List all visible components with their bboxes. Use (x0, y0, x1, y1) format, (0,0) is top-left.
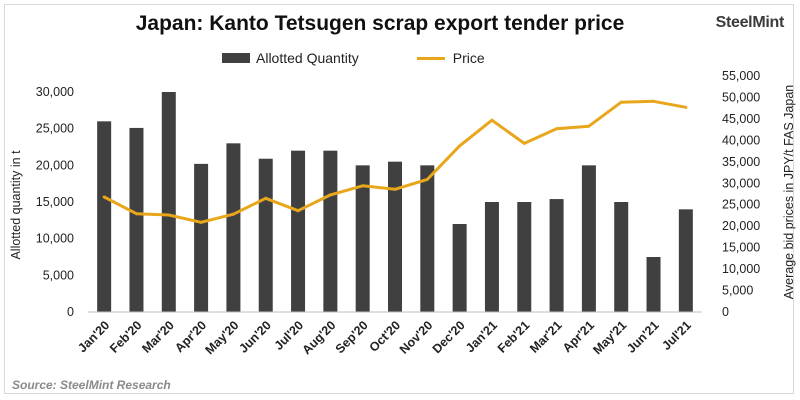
bar (161, 92, 176, 312)
x-tick-label: Jun'20 (236, 318, 274, 356)
x-tick-label: Jul'21 (659, 318, 694, 353)
price-point (264, 196, 268, 200)
bar (484, 202, 499, 312)
x-tick-label: Feb'20 (107, 318, 145, 356)
y-tick-right: 5,000 (722, 284, 753, 298)
price-point (587, 124, 591, 128)
price-point (684, 105, 688, 109)
x-tick-label: Jan'21 (463, 318, 500, 355)
bar (614, 202, 629, 312)
price-point (231, 212, 235, 216)
price-point (522, 141, 526, 145)
bar (646, 257, 661, 312)
y-tick-left: 0 (67, 305, 74, 319)
bar (678, 209, 693, 312)
chart-legend: Allotted Quantity Price (222, 50, 543, 66)
bar (388, 161, 402, 312)
bar (291, 150, 306, 312)
x-tick-label: Feb'21 (495, 318, 533, 356)
legend-item-price: Price (416, 50, 485, 66)
x-tick-label: Nov'20 (397, 318, 436, 357)
brand-logo: SteelMint (715, 14, 785, 32)
price-point (167, 213, 171, 217)
y-tick-right: 40,000 (722, 133, 760, 147)
x-tick-label: Oct'20 (367, 318, 404, 355)
x-tick-label: Aug'20 (299, 318, 338, 357)
x-tick-label: Jun'21 (624, 318, 662, 356)
y-axis-title-left: Allotted quantity in t (9, 150, 23, 260)
y-tick-left: 20,000 (36, 158, 74, 172)
y-tick-right: 50,000 (722, 90, 760, 104)
y-tick-right: 15,000 (722, 241, 760, 255)
y-tick-right: 35,000 (722, 155, 760, 169)
bar (323, 150, 338, 312)
bar (97, 121, 112, 312)
x-tick-label: May'20 (203, 318, 242, 357)
y-tick-right: 30,000 (722, 176, 760, 190)
y-tick-right: 0 (722, 305, 729, 319)
bar (549, 199, 564, 312)
y-tick-right: 45,000 (722, 112, 760, 126)
x-tick-label: Mar'20 (139, 318, 177, 356)
y-tick-right: 10,000 (722, 262, 760, 276)
y-tick-left: 10,000 (36, 232, 74, 246)
price-point (619, 100, 623, 104)
bar (452, 224, 467, 312)
price-point (393, 187, 397, 191)
x-tick-label: Mar'21 (527, 318, 565, 356)
bar (258, 158, 273, 312)
price-point (296, 209, 300, 213)
y-tick-left: 30,000 (36, 85, 74, 99)
price-point (490, 118, 494, 122)
bar (420, 165, 435, 312)
legend-bar-swatch (222, 53, 250, 63)
brand-name: SteelMint (715, 14, 785, 31)
x-tick-label: Dec'20 (430, 318, 468, 356)
price-point (328, 193, 332, 197)
legend-item-quantity: Allotted Quantity (222, 50, 359, 66)
y-tick-left: 25,000 (36, 122, 74, 136)
bar (194, 163, 209, 312)
price-point (555, 127, 559, 131)
y-tick-left: 5,000 (43, 268, 74, 282)
legend-line-swatch (416, 56, 445, 60)
bar (517, 202, 532, 312)
y-axis-title-right: Average bid prices in JPY/t FAS Japan (782, 85, 796, 300)
bar (226, 143, 241, 312)
source-note: Source: SteelMint Research (12, 378, 171, 392)
bar (355, 165, 370, 312)
price-point (361, 184, 365, 188)
x-tick-label: Sep'20 (333, 318, 371, 356)
x-tick-label: May'21 (590, 318, 629, 357)
price-point (458, 144, 462, 148)
bar (129, 127, 144, 312)
price-point (425, 177, 429, 181)
y-tick-right: 25,000 (722, 198, 760, 212)
y-tick-right: 20,000 (722, 219, 760, 233)
y-tick-left: 15,000 (36, 195, 74, 209)
legend-label-quantity: Allotted Quantity (256, 50, 359, 66)
legend-label-price: Price (452, 50, 485, 66)
price-point (134, 212, 138, 216)
price-point (652, 99, 656, 103)
x-tick-label: Jan'20 (75, 318, 112, 355)
y-tick-right: 55,000 (722, 69, 760, 83)
bar (581, 165, 596, 312)
price-point (199, 220, 203, 224)
price-point (102, 195, 106, 199)
chart-title: Japan: Kanto Tetsugen scrap export tende… (135, 12, 625, 35)
